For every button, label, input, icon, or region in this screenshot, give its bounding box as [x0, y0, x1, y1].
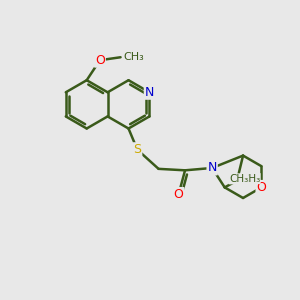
Text: N: N	[207, 161, 217, 175]
Text: CH₃: CH₃	[229, 174, 248, 184]
Text: O: O	[174, 188, 184, 201]
Text: CH₃: CH₃	[241, 174, 260, 184]
Text: O: O	[95, 54, 105, 67]
Text: O: O	[256, 181, 266, 194]
Text: CH₃: CH₃	[123, 52, 144, 62]
Text: N: N	[145, 86, 154, 99]
Text: S: S	[133, 143, 141, 156]
